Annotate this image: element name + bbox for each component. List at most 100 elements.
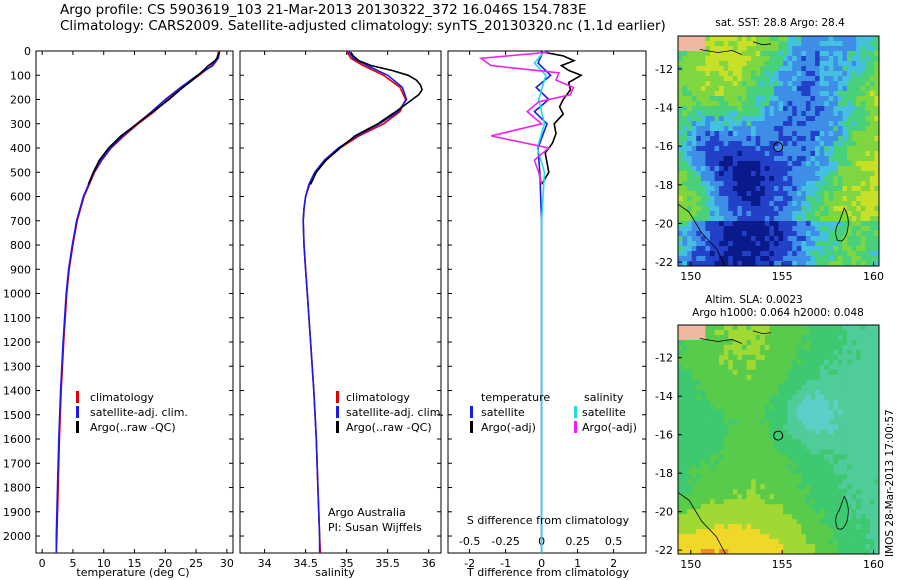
map-cell [682,221,688,227]
map-cell [696,364,702,371]
map-cell [705,334,711,341]
map-cell [847,549,853,554]
map-cell [833,369,839,376]
map-cell [723,171,729,177]
map-cell [874,36,879,42]
map-cell [769,444,775,451]
map-cell [824,166,830,172]
map-cell [810,91,816,97]
map-cell [696,509,702,515]
map-cell [842,76,848,82]
map-cell [801,439,807,446]
map-cell [764,459,770,465]
map-cell [678,459,684,465]
map-cell [764,379,770,386]
map-cell [869,231,876,237]
x-tick-label: 0 [538,557,545,570]
map-cell [851,86,857,92]
map-cell [819,191,825,197]
map-cell [815,454,821,461]
map-cell [801,329,807,336]
map-cell [719,251,725,257]
map-cell [874,76,879,82]
map-cell [847,519,853,525]
map-cell [705,66,711,72]
map-cell [778,76,784,82]
map-cell [860,434,866,441]
map-cell [819,181,825,187]
map-cell [787,241,793,247]
map-cell [828,439,834,446]
map-cell [678,136,684,142]
map-cell [805,444,812,451]
map-cell [801,126,807,132]
map-cell [709,519,716,525]
map-cell [810,334,816,341]
map-cell [810,454,816,461]
map-cell [874,101,879,107]
map-cell [787,325,793,331]
map-cell [760,261,766,266]
map-cell [833,404,839,411]
map-cell [828,226,834,232]
map-cell [833,409,839,416]
map-cell [874,474,879,480]
map-cell [709,66,716,72]
map-cell [755,151,761,157]
map-cell [728,509,734,515]
map-cell [874,494,879,500]
map-cell [691,429,697,436]
map-cell [682,404,688,411]
map-cell [842,56,848,62]
map-cell [851,221,857,227]
map-cell [815,191,821,197]
map-cell [874,394,879,401]
map-cell [787,339,793,346]
map-cell [755,334,761,341]
map-cell [860,504,866,510]
map-cell [805,176,812,182]
map-cell [714,41,720,47]
map-cell [796,171,802,177]
map-cell [856,76,862,82]
map-cell [837,429,844,436]
y-tick-label: 100 [10,69,31,82]
map-cell [874,499,879,505]
map-cell [773,534,780,540]
map-cell [778,469,784,475]
map-cell [682,499,688,505]
map-cell [773,191,780,197]
map-cell [691,524,697,530]
map-cell [792,539,798,545]
map-cell [792,494,798,500]
map-cell [728,394,734,401]
map-cell [755,246,761,252]
map-cell [696,131,702,137]
map-cell [851,241,857,247]
map-cell [801,454,807,461]
map-cell [824,399,830,406]
map-cell [764,136,770,142]
map-cell [746,334,752,341]
map-cell [824,489,830,495]
map-cell [737,494,743,500]
map-cell [778,166,784,172]
map-cell [824,86,830,92]
salinity-axis-label: salinity [315,566,355,579]
map-cell [719,509,725,515]
map-cell [719,479,725,485]
map-cell [796,339,802,346]
map-cell [860,36,866,42]
map-cell [700,146,707,152]
map-cell [865,261,871,266]
map-cell [778,231,784,237]
map-cell [682,464,688,470]
map-cell [709,96,716,102]
map-cell [773,489,780,495]
map-cell [769,504,775,510]
map-cell [714,251,720,257]
map-cell [860,519,866,525]
map-cell [746,389,752,396]
map-cell [732,349,738,356]
map-cell [682,146,688,152]
